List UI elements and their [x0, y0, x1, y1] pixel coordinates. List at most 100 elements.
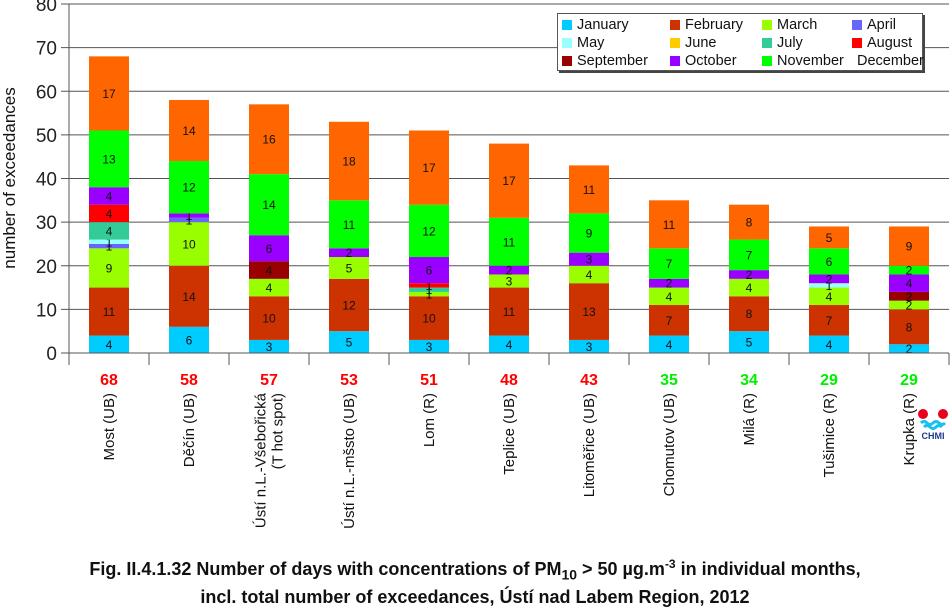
data-label: 13	[582, 305, 596, 319]
legend-swatch	[562, 38, 572, 48]
legend-label: May	[577, 35, 605, 51]
bar-segment-october	[489, 265, 529, 275]
data-label: 6	[186, 333, 193, 347]
data-label: 6	[826, 255, 833, 269]
data-label: 2	[666, 277, 673, 291]
legend-item-june: June	[670, 34, 762, 52]
total-label: 29	[900, 372, 918, 389]
bar-segment-december	[889, 226, 929, 266]
bar-segment-august	[409, 283, 449, 288]
data-label: 8	[746, 216, 753, 230]
legend-label: March	[777, 17, 818, 33]
legend-swatch	[762, 56, 772, 66]
bar-segment-february	[89, 287, 129, 336]
bar-segment-january	[569, 339, 609, 353]
bar-segment-march	[329, 257, 369, 279]
category-label-line: Chomutov (UB)	[661, 393, 678, 496]
data-label: 11	[663, 218, 676, 232]
data-label: 3	[586, 253, 593, 267]
caption-suffix: in individual months,	[675, 559, 861, 579]
bar-segment-january	[329, 331, 369, 353]
data-label: 17	[102, 87, 116, 101]
bar-segment-october	[169, 213, 209, 218]
data-label: 4	[106, 224, 113, 238]
chmi-logo-text: CHMI	[922, 431, 945, 441]
y-tick-label: 70	[36, 39, 57, 60]
bar-segment-march	[409, 291, 449, 297]
data-label: 12	[342, 299, 356, 313]
data-label: 1	[426, 283, 433, 297]
bar-segment-february	[649, 305, 689, 336]
data-label: 2	[906, 342, 913, 356]
category-label-line: Milá (R)	[741, 393, 758, 446]
data-label: 2	[506, 264, 513, 278]
data-label: 3	[586, 340, 593, 354]
bar-segment-march	[729, 278, 769, 297]
legend-item-september: September	[562, 52, 670, 70]
bar-segment-december	[569, 165, 609, 214]
bar-segment-february	[329, 278, 369, 332]
bar-segment-february	[169, 265, 209, 327]
data-label: 17	[422, 161, 436, 175]
legend-swatch	[670, 56, 680, 66]
data-label: 7	[826, 314, 833, 328]
category-label: Teplice (UB)	[501, 393, 518, 475]
total-label: 57	[260, 372, 278, 389]
total-label: 68	[100, 372, 118, 389]
category-label-line: Teplice (UB)	[501, 393, 518, 475]
bar-segment-january	[889, 344, 929, 353]
legend-swatch	[562, 56, 572, 66]
bar-segment-january	[409, 339, 449, 353]
data-label: 10	[182, 237, 196, 251]
chmi-logo-icon: CHMI	[918, 409, 948, 441]
stacked-bar-chart: 4119114441317614101112143104461416512521…	[0, 0, 950, 529]
bar-segment-november	[249, 174, 289, 236]
bar-segment-october	[809, 274, 849, 284]
bar-segment-march	[649, 287, 689, 306]
category-label: Děčín (UB)	[181, 393, 198, 467]
caption-subscript: 10	[561, 566, 578, 583]
data-label: 6	[266, 242, 273, 256]
data-label: 4	[106, 338, 113, 352]
bar-segment-march	[249, 278, 289, 297]
y-tick-label: 80	[36, 0, 57, 16]
legend-label: June	[685, 35, 717, 51]
bar-segment-january	[729, 331, 769, 353]
total-label: 35	[660, 372, 678, 389]
legend-label: October	[685, 53, 737, 69]
data-label: 3	[506, 275, 513, 289]
legend-swatch	[762, 20, 772, 30]
data-label: 9	[106, 261, 113, 275]
category-labels: Most (UB) Děčín (UB) Ústí n.L.-Všebořická(…	[101, 392, 918, 529]
category-label-line: Ústí n.L.-Všebořická	[253, 392, 270, 528]
bar-segment-april	[169, 217, 209, 223]
caption-prefix: Fig. II.4.1.32 Number of days with conce…	[89, 559, 562, 579]
data-label: 11	[343, 218, 356, 232]
legend-swatch	[562, 20, 572, 30]
data-label: 3	[426, 340, 433, 354]
bar-stack: 6 14 10 11 12 14	[169, 99, 209, 353]
data-label: 4	[106, 189, 113, 203]
total-label: 53	[340, 372, 358, 389]
legend-swatch	[670, 38, 680, 48]
legend-item-february: February	[670, 16, 762, 34]
bar-segment-february	[249, 296, 289, 340]
category-label: Chomutov (UB)	[661, 393, 678, 496]
bar-segment-january	[89, 335, 129, 353]
category-label-line: Most (UB)	[101, 393, 118, 461]
legend-label: April	[867, 17, 897, 33]
bar-stack: 3 10 4 4 6 14 16	[249, 104, 289, 354]
category-label: Milá (R)	[741, 393, 758, 446]
bar-segment-july	[89, 222, 129, 240]
data-label: 4	[666, 338, 673, 352]
y-tick-label: 40	[36, 170, 57, 191]
data-label: 1	[106, 235, 113, 249]
data-label: 10	[422, 312, 436, 326]
bar-segment-february	[809, 305, 849, 336]
data-label: 11	[583, 183, 596, 197]
bar-segment-december	[729, 204, 769, 240]
legend-swatch	[762, 38, 772, 48]
bar-segment-march	[169, 222, 209, 266]
data-label: 14	[182, 290, 196, 304]
data-label: 2	[906, 290, 913, 304]
